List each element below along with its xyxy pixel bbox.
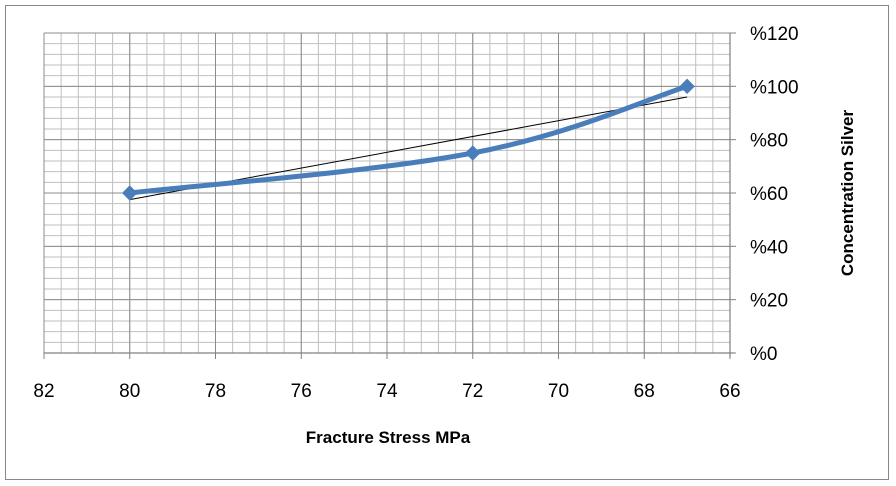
x-tick-label: 74 bbox=[376, 381, 398, 402]
y-tick-label: %120 bbox=[750, 24, 799, 45]
y-tick-label: %80 bbox=[750, 131, 788, 152]
series-line bbox=[127, 83, 690, 196]
x-tick-label: 68 bbox=[634, 381, 655, 402]
y-tick-label: %100 bbox=[750, 77, 799, 98]
x-axis-title: Fracture Stress MPa bbox=[306, 428, 471, 447]
chart-frame bbox=[5, 5, 889, 480]
data-point-marker bbox=[465, 145, 481, 161]
grid bbox=[43, 32, 731, 354]
x-tick-label: 70 bbox=[548, 381, 569, 402]
y-tick-label: %20 bbox=[750, 291, 788, 312]
axes bbox=[43, 32, 736, 359]
y-tick-label: %40 bbox=[750, 237, 788, 258]
y-axis-title: Concentration Silver bbox=[838, 109, 857, 276]
x-tick-label: 76 bbox=[291, 381, 312, 402]
x-tick-label: 72 bbox=[462, 381, 483, 402]
data-point-marker bbox=[679, 78, 695, 95]
series-layer bbox=[122, 78, 695, 201]
x-tick-label: 78 bbox=[205, 381, 226, 402]
x-tick-label: 80 bbox=[119, 381, 140, 402]
y-tick-label: %0 bbox=[750, 344, 777, 365]
tick-labels: 82 80 78 76 74 72 70 68 66 %0 %20 %40 %60 %80 %100 %120 bbox=[33, 24, 798, 402]
y-tick-label: %60 bbox=[750, 184, 788, 205]
x-tick-label: 66 bbox=[719, 381, 740, 402]
x-tick-label: 82 bbox=[33, 381, 54, 402]
data-point-marker bbox=[122, 185, 138, 201]
